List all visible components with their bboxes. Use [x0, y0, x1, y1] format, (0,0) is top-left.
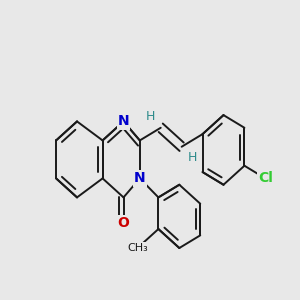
Text: N: N [118, 114, 129, 128]
Text: O: O [118, 216, 130, 230]
Text: H: H [188, 151, 197, 164]
Text: Cl: Cl [258, 171, 273, 185]
Text: N: N [134, 171, 146, 185]
Text: CH₃: CH₃ [127, 243, 148, 253]
Text: H: H [146, 110, 155, 123]
